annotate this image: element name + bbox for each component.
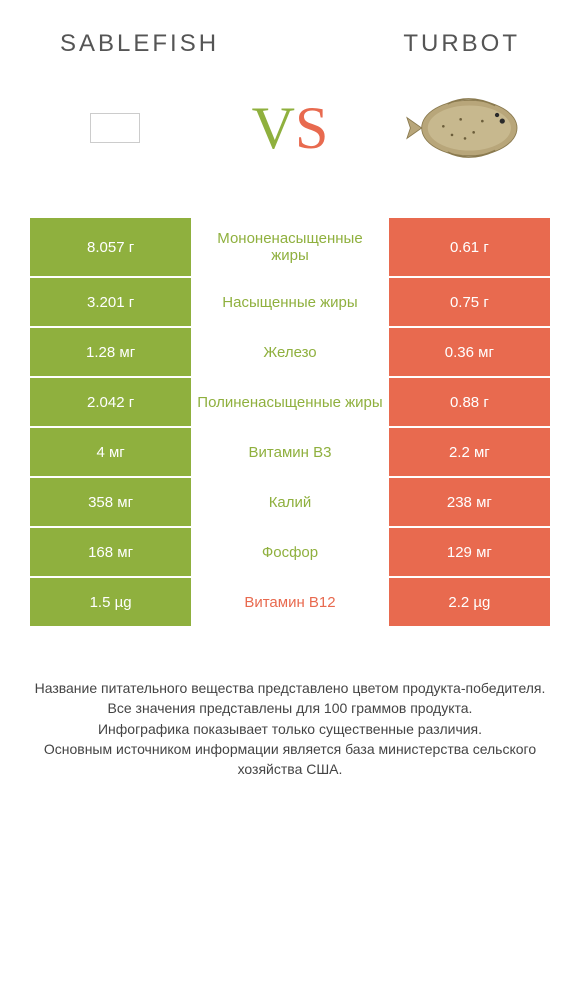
placeholder-box-icon [90,113,140,143]
table-row: 168 мгФосфор129 мг [30,528,550,578]
nutrient-name-cell: Насыщенные жиры [191,278,389,328]
right-value-cell: 0.75 г [389,278,550,328]
left-value-cell: 358 мг [30,478,191,528]
right-value-cell: 2.2 мг [389,428,550,478]
left-value-cell: 2.042 г [30,378,191,428]
footer-line-4: Основным источником информации является … [34,739,546,780]
right-value-cell: 0.88 г [389,378,550,428]
left-value-cell: 168 мг [30,528,191,578]
nutrient-name-cell: Витамин B3 [191,428,389,478]
nutrient-name-cell: Фосфор [191,528,389,578]
right-image-fish [400,78,530,178]
footer-notes: Название питательного вещества представл… [30,678,550,779]
table-row: 8.057 гМононенасыщенные жиры0.61 г [30,218,550,278]
nutrient-name-cell: Мононенасыщенные жиры [191,218,389,278]
vs-letter-v: V [252,95,295,161]
left-value-cell: 8.057 г [30,218,191,278]
header-right-title: Turbot [403,30,520,58]
footer-line-3: Инфографика показывает только существенн… [34,719,546,739]
nutrient-name-cell: Железо [191,328,389,378]
left-value-cell: 1.28 мг [30,328,191,378]
right-value-cell: 2.2 µg [389,578,550,628]
header-row: Sablefish Turbot [30,30,550,58]
infographic-container: Sablefish Turbot VS [0,0,580,799]
turbot-fish-icon [400,78,530,178]
table-row: 1.5 µgВитамин B122.2 µg [30,578,550,628]
nutrient-name-cell: Полиненасыщенные жиры [191,378,389,428]
right-value-cell: 129 мг [389,528,550,578]
table-row: 358 мгКалий238 мг [30,478,550,528]
left-image-placeholder [50,78,180,178]
left-value-cell: 3.201 г [30,278,191,328]
header-left-title: Sablefish [60,30,219,58]
vs-letter-s: S [295,95,328,161]
left-value-cell: 1.5 µg [30,578,191,628]
right-value-cell: 0.61 г [389,218,550,278]
table-row: 2.042 гПолиненасыщенные жиры0.88 г [30,378,550,428]
table-row: 1.28 мгЖелезо0.36 мг [30,328,550,378]
right-value-cell: 0.36 мг [389,328,550,378]
footer-line-2: Все значения представлены для 100 граммо… [34,698,546,718]
left-value-cell: 4 мг [30,428,191,478]
images-row: VS [30,78,550,178]
right-value-cell: 238 мг [389,478,550,528]
table-row: 3.201 гНасыщенные жиры0.75 г [30,278,550,328]
table-row: 4 мгВитамин B32.2 мг [30,428,550,478]
comparison-table: 8.057 гМононенасыщенные жиры0.61 г3.201 … [30,218,550,628]
nutrient-name-cell: Калий [191,478,389,528]
vs-label: VS [252,94,329,163]
nutrient-name-cell: Витамин B12 [191,578,389,628]
footer-line-1: Название питательного вещества представл… [34,678,546,698]
